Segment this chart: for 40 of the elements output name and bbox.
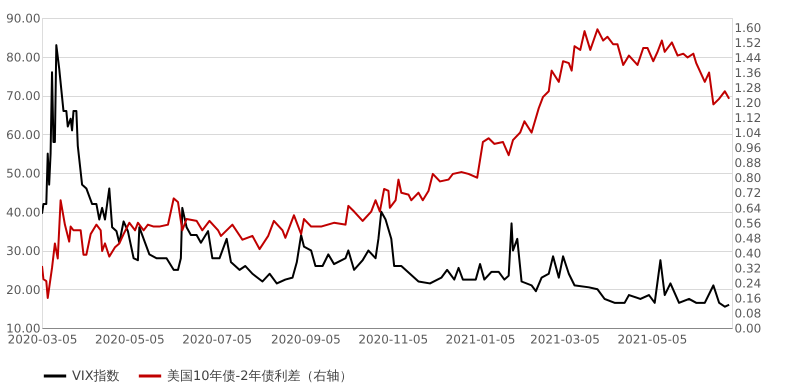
x-tick-label: 2021-01-05 xyxy=(446,332,516,346)
x-tick-label: 2021-03-05 xyxy=(530,332,600,346)
y2-tick-label: 0.24 xyxy=(734,276,762,290)
y-tick-label: 50.00 xyxy=(6,166,40,180)
legend-label: VIX指数 xyxy=(72,369,120,384)
y2-tick-label: 0.32 xyxy=(734,261,762,276)
x-tick-label: 2020-09-05 xyxy=(271,332,341,346)
y2-tick-label: 0.80 xyxy=(734,171,762,186)
x-tick-label: 2020-03-05 xyxy=(8,332,78,346)
y2-tick-label: 1.28 xyxy=(734,81,762,96)
y2-tick-label: 0.64 xyxy=(734,201,762,216)
y2-tick-label: 0.56 xyxy=(734,216,762,230)
y2-tick-label: 0.48 xyxy=(734,231,762,246)
y2-tick-label: 0.40 xyxy=(734,246,762,260)
y-tick-label: 60.00 xyxy=(6,128,40,142)
y-tick-label: 90.00 xyxy=(6,12,40,26)
y-tick-label: 20.00 xyxy=(6,282,40,297)
x-tick-label: 2020-07-05 xyxy=(182,332,252,346)
y-tick-label: 10.00 xyxy=(6,322,40,336)
y2-tick-label: 1.52 xyxy=(734,36,762,50)
y2-tick-label: 0.00 xyxy=(734,322,762,336)
x-tick-label: 2020-05-05 xyxy=(94,332,165,346)
y-tick-label: 70.00 xyxy=(6,89,40,103)
y-tick-label: 80.00 xyxy=(6,50,40,64)
y2-tick-label: 1.04 xyxy=(734,126,762,140)
y2-tick-label: 0.96 xyxy=(734,141,762,156)
legend-label: 美国10年债-2年债利差（右轴） xyxy=(167,368,353,384)
x-tick-label: 2020-11-05 xyxy=(358,332,428,346)
y2-tick-label: 0.72 xyxy=(734,186,762,200)
y2-tick-label: 1.60 xyxy=(734,20,762,35)
x-tick-label: 2021-05-05 xyxy=(617,332,688,346)
y2-tick-label: 1.44 xyxy=(734,50,762,65)
y-tick-label: 30.00 xyxy=(6,244,40,258)
y-tick-label: 40.00 xyxy=(6,205,40,220)
y2-tick-label: 1.12 xyxy=(734,111,762,126)
y2-tick-label: 0.88 xyxy=(734,156,762,170)
y2-tick-label: 1.20 xyxy=(734,96,762,110)
y2-tick-label: 1.36 xyxy=(734,66,762,80)
y2-tick-label: 0.16 xyxy=(734,291,762,306)
y2-tick-label: 0.08 xyxy=(734,306,762,320)
